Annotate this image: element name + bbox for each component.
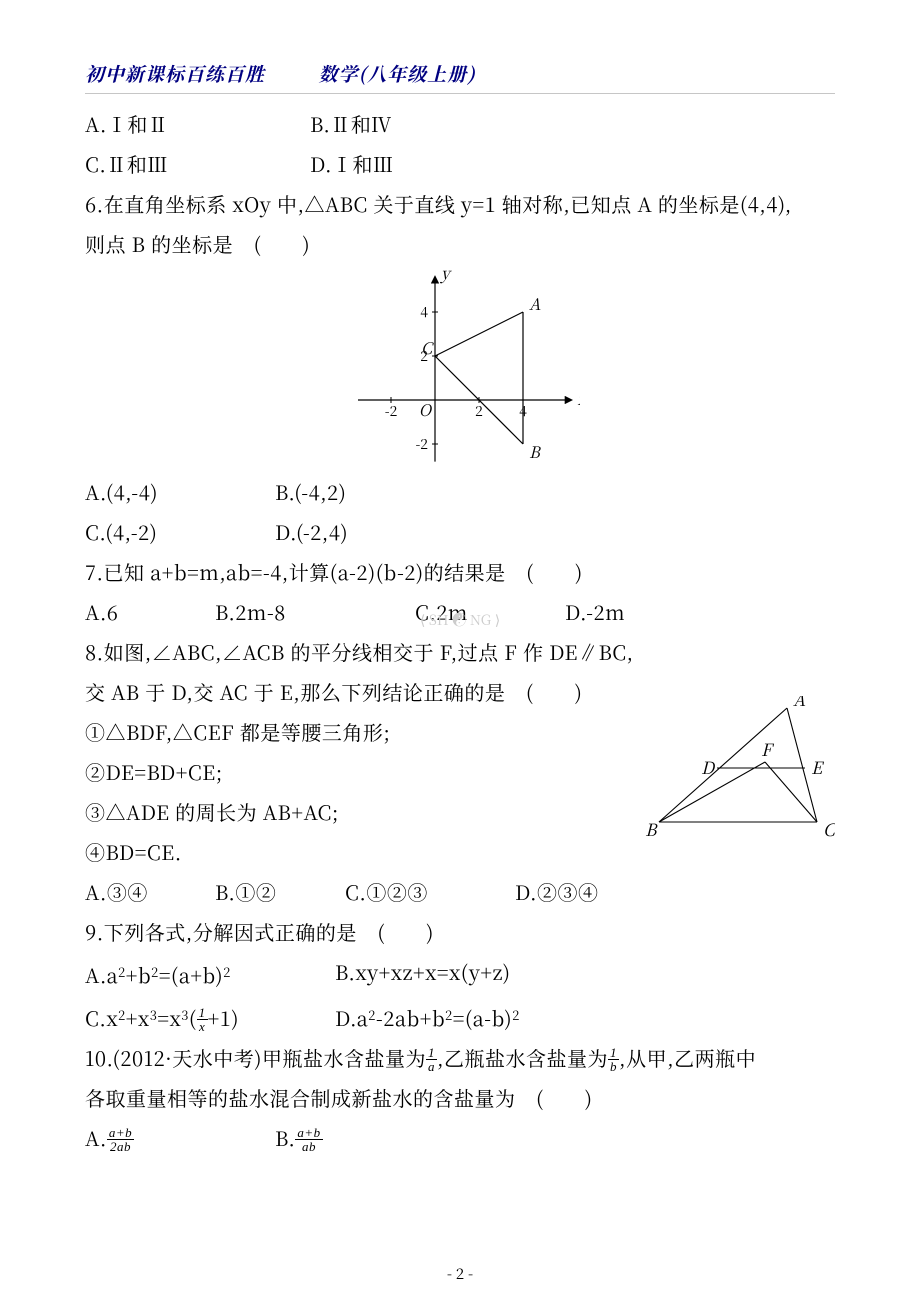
txt: =x bbox=[157, 1003, 181, 1032]
q9-optA: A.a2+b2=(a+b)2 bbox=[85, 952, 335, 995]
svg-text:B: B bbox=[529, 440, 542, 463]
q8-options: A.③④ B.①② C.①②③ D.②③④ bbox=[85, 872, 835, 912]
svg-text:D: D bbox=[701, 754, 716, 779]
q5-optC: C.Ⅱ和Ⅲ bbox=[85, 144, 310, 184]
q10-options: A.a+b2ab B.a+bab bbox=[85, 1118, 835, 1158]
sup: 2 bbox=[118, 962, 126, 981]
txt: +b bbox=[126, 960, 151, 989]
txt: 10.(2012·天水中考)甲瓶盐水含盐量为 bbox=[85, 1043, 426, 1072]
q6-optB: B.(-4,2) bbox=[275, 472, 346, 512]
txt: -2ab+b bbox=[376, 1003, 445, 1032]
q8-optD: D.②③④ bbox=[515, 872, 599, 912]
header-left: 初中新课标百练百胜 bbox=[85, 60, 265, 87]
txt: A. bbox=[85, 1123, 107, 1152]
sup: 2 bbox=[445, 1005, 453, 1024]
q10-optB: B.a+bab bbox=[275, 1118, 323, 1158]
q8-optC: C.①②③ bbox=[345, 872, 515, 912]
q6-figure: -224-224xyOABC bbox=[85, 270, 835, 470]
q5-optB: B.Ⅱ和Ⅳ bbox=[310, 104, 392, 144]
q8-optA: A.③④ bbox=[85, 872, 215, 912]
q8-line1: 8.如图,∠ABC,∠ACB 的平分线相交于 F,过点 F 作 DE∥BC, bbox=[85, 632, 835, 672]
svg-text:B: B bbox=[645, 816, 658, 841]
sup: 2 bbox=[512, 1005, 520, 1024]
q7-options: A.6 B.2m-8 C.2m D.-2m bbox=[85, 592, 835, 632]
svg-text:E: E bbox=[811, 754, 825, 779]
txt: A.a bbox=[85, 960, 118, 989]
txt: =(a-b) bbox=[453, 1003, 512, 1032]
txt: =(a+b) bbox=[159, 960, 223, 989]
txt: ,乙瓶盐水含盐量为 bbox=[437, 1043, 608, 1072]
q7-optC: C.2m bbox=[415, 592, 565, 632]
q6-coordinate-svg: -224-224xyOABC bbox=[340, 270, 580, 470]
frac: 1x bbox=[197, 1006, 208, 1034]
frac: a+b2ab bbox=[107, 1126, 134, 1154]
svg-text:y: y bbox=[439, 270, 452, 284]
q6-line1: 6.在直角坐标系 xOy 中,△ABC 关于直线 y=1 轴对称,已知点 A 的… bbox=[85, 184, 835, 224]
q5-options-row1: A.Ⅰ和Ⅱ B.Ⅱ和Ⅳ bbox=[85, 104, 835, 144]
q6-line2: 则点 B 的坐标是 ( ) bbox=[85, 224, 835, 264]
q6-options-row1: A.(4,-4) B.(-4,2) bbox=[85, 472, 835, 512]
svg-text:C: C bbox=[823, 816, 835, 841]
sup: 3 bbox=[181, 1005, 189, 1024]
txt: ,从甲,乙两瓶中 bbox=[619, 1043, 756, 1072]
header-rule bbox=[85, 93, 835, 94]
q5-optA: A.Ⅰ和Ⅱ bbox=[85, 104, 310, 144]
page-number: - 2 - bbox=[0, 1263, 920, 1284]
txt: B. bbox=[275, 1123, 295, 1152]
svg-text:4: 4 bbox=[420, 302, 428, 322]
frac: a+bab bbox=[295, 1126, 322, 1154]
svg-text:x: x bbox=[578, 387, 580, 410]
sup: 2 bbox=[223, 962, 231, 981]
svg-text:A: A bbox=[793, 696, 806, 711]
sup: 2 bbox=[151, 962, 159, 981]
svg-text:F: F bbox=[761, 736, 775, 761]
svg-text:2: 2 bbox=[475, 401, 483, 421]
q10-line1: 10.(2012·天水中考)甲瓶盐水含盐量为1a,乙瓶盐水含盐量为1b,从甲,乙… bbox=[85, 1038, 835, 1078]
q10-optA: A.a+b2ab bbox=[85, 1118, 275, 1158]
q9-row1: A.a2+b2=(a+b)2 B.xy+xz+x=x(y+z) bbox=[85, 952, 835, 995]
q7-optA: A.6 bbox=[85, 592, 215, 632]
q5-options-row2: C.Ⅱ和Ⅲ D.Ⅰ和Ⅲ bbox=[85, 144, 835, 184]
q9-row2: C.x2+x3=x3(1x+1) D.a2-2ab+b2=(a-b)2 bbox=[85, 995, 835, 1038]
q9-stem: 9.下列各式,分解因式正确的是 ( ) bbox=[85, 912, 835, 952]
q9-optB: B.xy+xz+x=x(y+z) bbox=[335, 952, 511, 995]
svg-text:-2: -2 bbox=[385, 401, 398, 421]
txt: ( bbox=[189, 1003, 197, 1032]
frac: 1b bbox=[608, 1046, 619, 1074]
q6-options-row2: C.(4,-2) D.(-2,4) bbox=[85, 512, 835, 552]
txt: D.a bbox=[335, 1003, 368, 1032]
q7-stem: 7.已知 a+b=m,ab=-4,计算(a-2)(b-2)的结果是 ( ) bbox=[85, 552, 835, 592]
q10-line2: 各取重量相等的盐水混合制成新盐水的含盐量为 ( ) bbox=[85, 1078, 835, 1118]
q7-optD: D.-2m bbox=[565, 592, 625, 632]
svg-text:O: O bbox=[419, 398, 433, 421]
sup: 2 bbox=[368, 1005, 376, 1024]
txt: +x bbox=[126, 1003, 150, 1032]
q7-optB: B.2m-8 bbox=[215, 592, 415, 632]
q5-optD: D.Ⅰ和Ⅲ bbox=[310, 144, 394, 184]
frac: 1a bbox=[426, 1046, 437, 1074]
txt: C.x bbox=[85, 1003, 118, 1032]
q6-optA: A.(4,-4) bbox=[85, 472, 275, 512]
q8-figure: A B C D E F bbox=[645, 696, 835, 851]
svg-text:-2: -2 bbox=[415, 434, 428, 454]
q9-optC: C.x2+x3=x3(1x+1) bbox=[85, 995, 335, 1038]
txt: +1) bbox=[208, 1003, 239, 1032]
svg-text:A: A bbox=[529, 292, 541, 315]
q8-triangle-svg: A B C D E F bbox=[645, 696, 835, 846]
page-header: 初中新课标百练百胜 数学(八年级上册) bbox=[85, 60, 835, 87]
q6-optD: D.(-2,4) bbox=[275, 512, 348, 552]
q8-optB: B.①② bbox=[215, 872, 345, 912]
header-right: 数学(八年级上册) bbox=[319, 60, 476, 87]
q6-optC: C.(4,-2) bbox=[85, 512, 275, 552]
svg-text:C: C bbox=[421, 336, 434, 359]
q9-optD: D.a2-2ab+b2=(a-b)2 bbox=[335, 995, 520, 1038]
sup: 2 bbox=[118, 1005, 126, 1024]
